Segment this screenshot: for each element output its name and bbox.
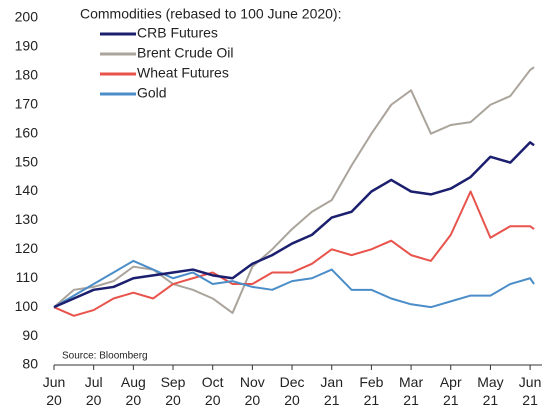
x-tick-label: Oct 20 <box>202 374 224 408</box>
y-tick-label: 140 <box>15 182 39 198</box>
series-line <box>53 259 535 309</box>
legend-label: Gold <box>137 85 167 101</box>
x-tick-label: Nov 20 <box>240 374 265 408</box>
y-tick-label: 200 <box>15 9 39 25</box>
series-line <box>53 190 535 317</box>
y-tick-label: 130 <box>15 211 39 227</box>
source: Source: Bloomberg <box>62 351 148 362</box>
y-tick-label: 100 <box>15 298 39 314</box>
x-tick-label: Jun 21 <box>519 374 542 408</box>
y-tick-label: 160 <box>15 124 39 140</box>
y-tick-label: 170 <box>15 95 39 111</box>
y-tick-label: 90 <box>22 327 38 343</box>
y-tick-label: 110 <box>16 269 39 285</box>
y-tick-label: 120 <box>15 240 39 256</box>
x-tick-label: Mar 21 <box>399 374 423 408</box>
x-tick-label: Feb 21 <box>359 374 383 408</box>
x-tick-label: Dec 20 <box>280 374 305 408</box>
x-tick-label: Aug 20 <box>121 374 146 408</box>
series-line <box>53 66 535 314</box>
legend-label: Brent Crude Oil <box>137 45 233 61</box>
x-tick-label: Jul 20 <box>85 374 103 408</box>
y-tick-label: 80 <box>22 356 38 372</box>
y-tick-label: 190 <box>15 38 39 54</box>
x-tick-label: Jan 21 <box>320 374 343 408</box>
x-tick-label: Sep 20 <box>161 374 186 408</box>
y-tick-label: 180 <box>15 67 39 83</box>
x-tick-label: Jun 20 <box>43 374 66 408</box>
x-tick-label: Apr 21 <box>440 374 462 408</box>
series-line <box>53 141 535 309</box>
x-tick-label: May 21 <box>477 374 503 408</box>
legend-label: Wheat Futures <box>137 65 229 81</box>
legend-label: CRB Futures <box>137 25 218 41</box>
legend-title: Commodities (rebased to 100 June 2020): <box>80 6 341 22</box>
y-tick-label: 150 <box>15 153 39 169</box>
